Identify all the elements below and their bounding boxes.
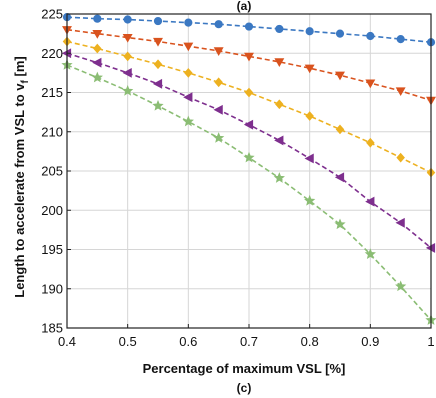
data-point-marker: [395, 217, 405, 228]
data-point-marker: [122, 67, 132, 78]
data-point-marker: [304, 153, 314, 164]
data-point-marker: [92, 30, 103, 39]
data-point-marker: [244, 22, 254, 31]
data-point-marker: [274, 135, 284, 146]
data-point-marker: [275, 24, 284, 34]
tick-labels: 0.4 0.5 0.6 0.7 0.8 0.9 1 185 190 195 200 205 210 215…: [41, 7, 434, 350]
series-0: [62, 13, 436, 47]
y-tick-label: 205: [41, 164, 63, 179]
data-point-marker: [183, 92, 193, 103]
data-point-marker: [335, 29, 345, 38]
x-tick-label: 0.5: [119, 334, 137, 349]
data-point-marker: [93, 43, 102, 54]
data-point-marker: [91, 71, 103, 83]
y-axis-label: Length to accelerate from VSL to vf [m]: [12, 56, 31, 298]
data-point-marker: [244, 52, 254, 62]
series-1: [62, 26, 436, 106]
data-point-marker: [395, 87, 406, 97]
x-tick-label: 0.4: [58, 334, 76, 349]
y-tick-label: 185: [41, 321, 63, 336]
data-point-marker: [92, 57, 102, 68]
y-tick-label: 225: [41, 7, 63, 22]
panel-label-bottom: (c): [237, 381, 252, 395]
data-point-marker: [364, 248, 376, 259]
y-tick-label: 210: [41, 124, 63, 139]
data-point-marker: [334, 218, 346, 230]
data-point-marker: [153, 37, 163, 47]
y-axis-label-unit: [m]: [12, 56, 27, 80]
data-point-marker: [395, 280, 407, 292]
series-3: [61, 48, 436, 253]
x-tick-label: 1: [427, 334, 434, 349]
data-point-marker: [335, 71, 345, 81]
data-point-marker: [244, 87, 254, 98]
series-layer: [61, 13, 436, 325]
data-point-marker: [213, 132, 225, 143]
x-tick-label: 0.9: [361, 334, 379, 349]
data-point-marker: [123, 15, 132, 24]
y-tick-label: 220: [41, 46, 63, 61]
data-point-marker: [365, 196, 375, 207]
x-tick-label: 0.6: [179, 334, 197, 349]
data-point-marker: [213, 47, 224, 57]
data-point-marker: [122, 33, 133, 43]
data-point-marker: [365, 79, 376, 89]
data-point-marker: [304, 194, 316, 206]
data-point-marker: [153, 59, 163, 70]
data-point-marker: [243, 151, 255, 163]
data-point-marker: [123, 51, 132, 62]
data-point-marker: [396, 152, 405, 163]
panel-label-top: (a): [237, 0, 252, 13]
data-point-marker: [243, 119, 254, 130]
x-tick-label: 0.7: [240, 334, 258, 349]
data-point-marker: [396, 35, 405, 44]
data-point-marker: [334, 172, 345, 183]
series-2: [62, 36, 436, 178]
data-point-marker: [182, 115, 194, 127]
data-point-marker: [274, 58, 285, 67]
data-point-marker: [273, 172, 285, 183]
data-point-marker: [153, 16, 163, 26]
data-point-marker: [335, 124, 345, 135]
y-tick-label: 195: [41, 242, 63, 257]
data-point-marker: [122, 85, 134, 96]
data-point-marker: [152, 78, 163, 89]
data-point-marker: [184, 68, 193, 78]
x-axis-label: Percentage of maximum VSL [%]: [143, 361, 346, 376]
y-axis-label-subscript: f: [20, 79, 31, 83]
data-point-marker: [275, 99, 284, 110]
y-tick-label: 215: [41, 85, 63, 100]
data-point-marker: [183, 42, 194, 52]
data-point-marker: [305, 111, 314, 121]
data-point-marker: [214, 77, 223, 88]
data-point-marker: [366, 31, 375, 41]
data-point-marker: [184, 18, 193, 27]
series-4: [61, 59, 436, 325]
y-tick-label: 200: [41, 203, 63, 218]
data-point-marker: [93, 14, 102, 23]
data-point-marker: [214, 20, 223, 29]
data-point-marker: [213, 104, 223, 115]
data-point-marker: [305, 27, 314, 36]
data-point-marker: [152, 99, 164, 111]
y-axis-label-main: Length to accelerate from VSL to v: [12, 83, 27, 298]
x-tick-label: 0.8: [301, 334, 319, 349]
data-point-marker: [366, 137, 375, 148]
data-point-marker: [304, 64, 315, 74]
y-tick-label: 190: [41, 281, 63, 296]
